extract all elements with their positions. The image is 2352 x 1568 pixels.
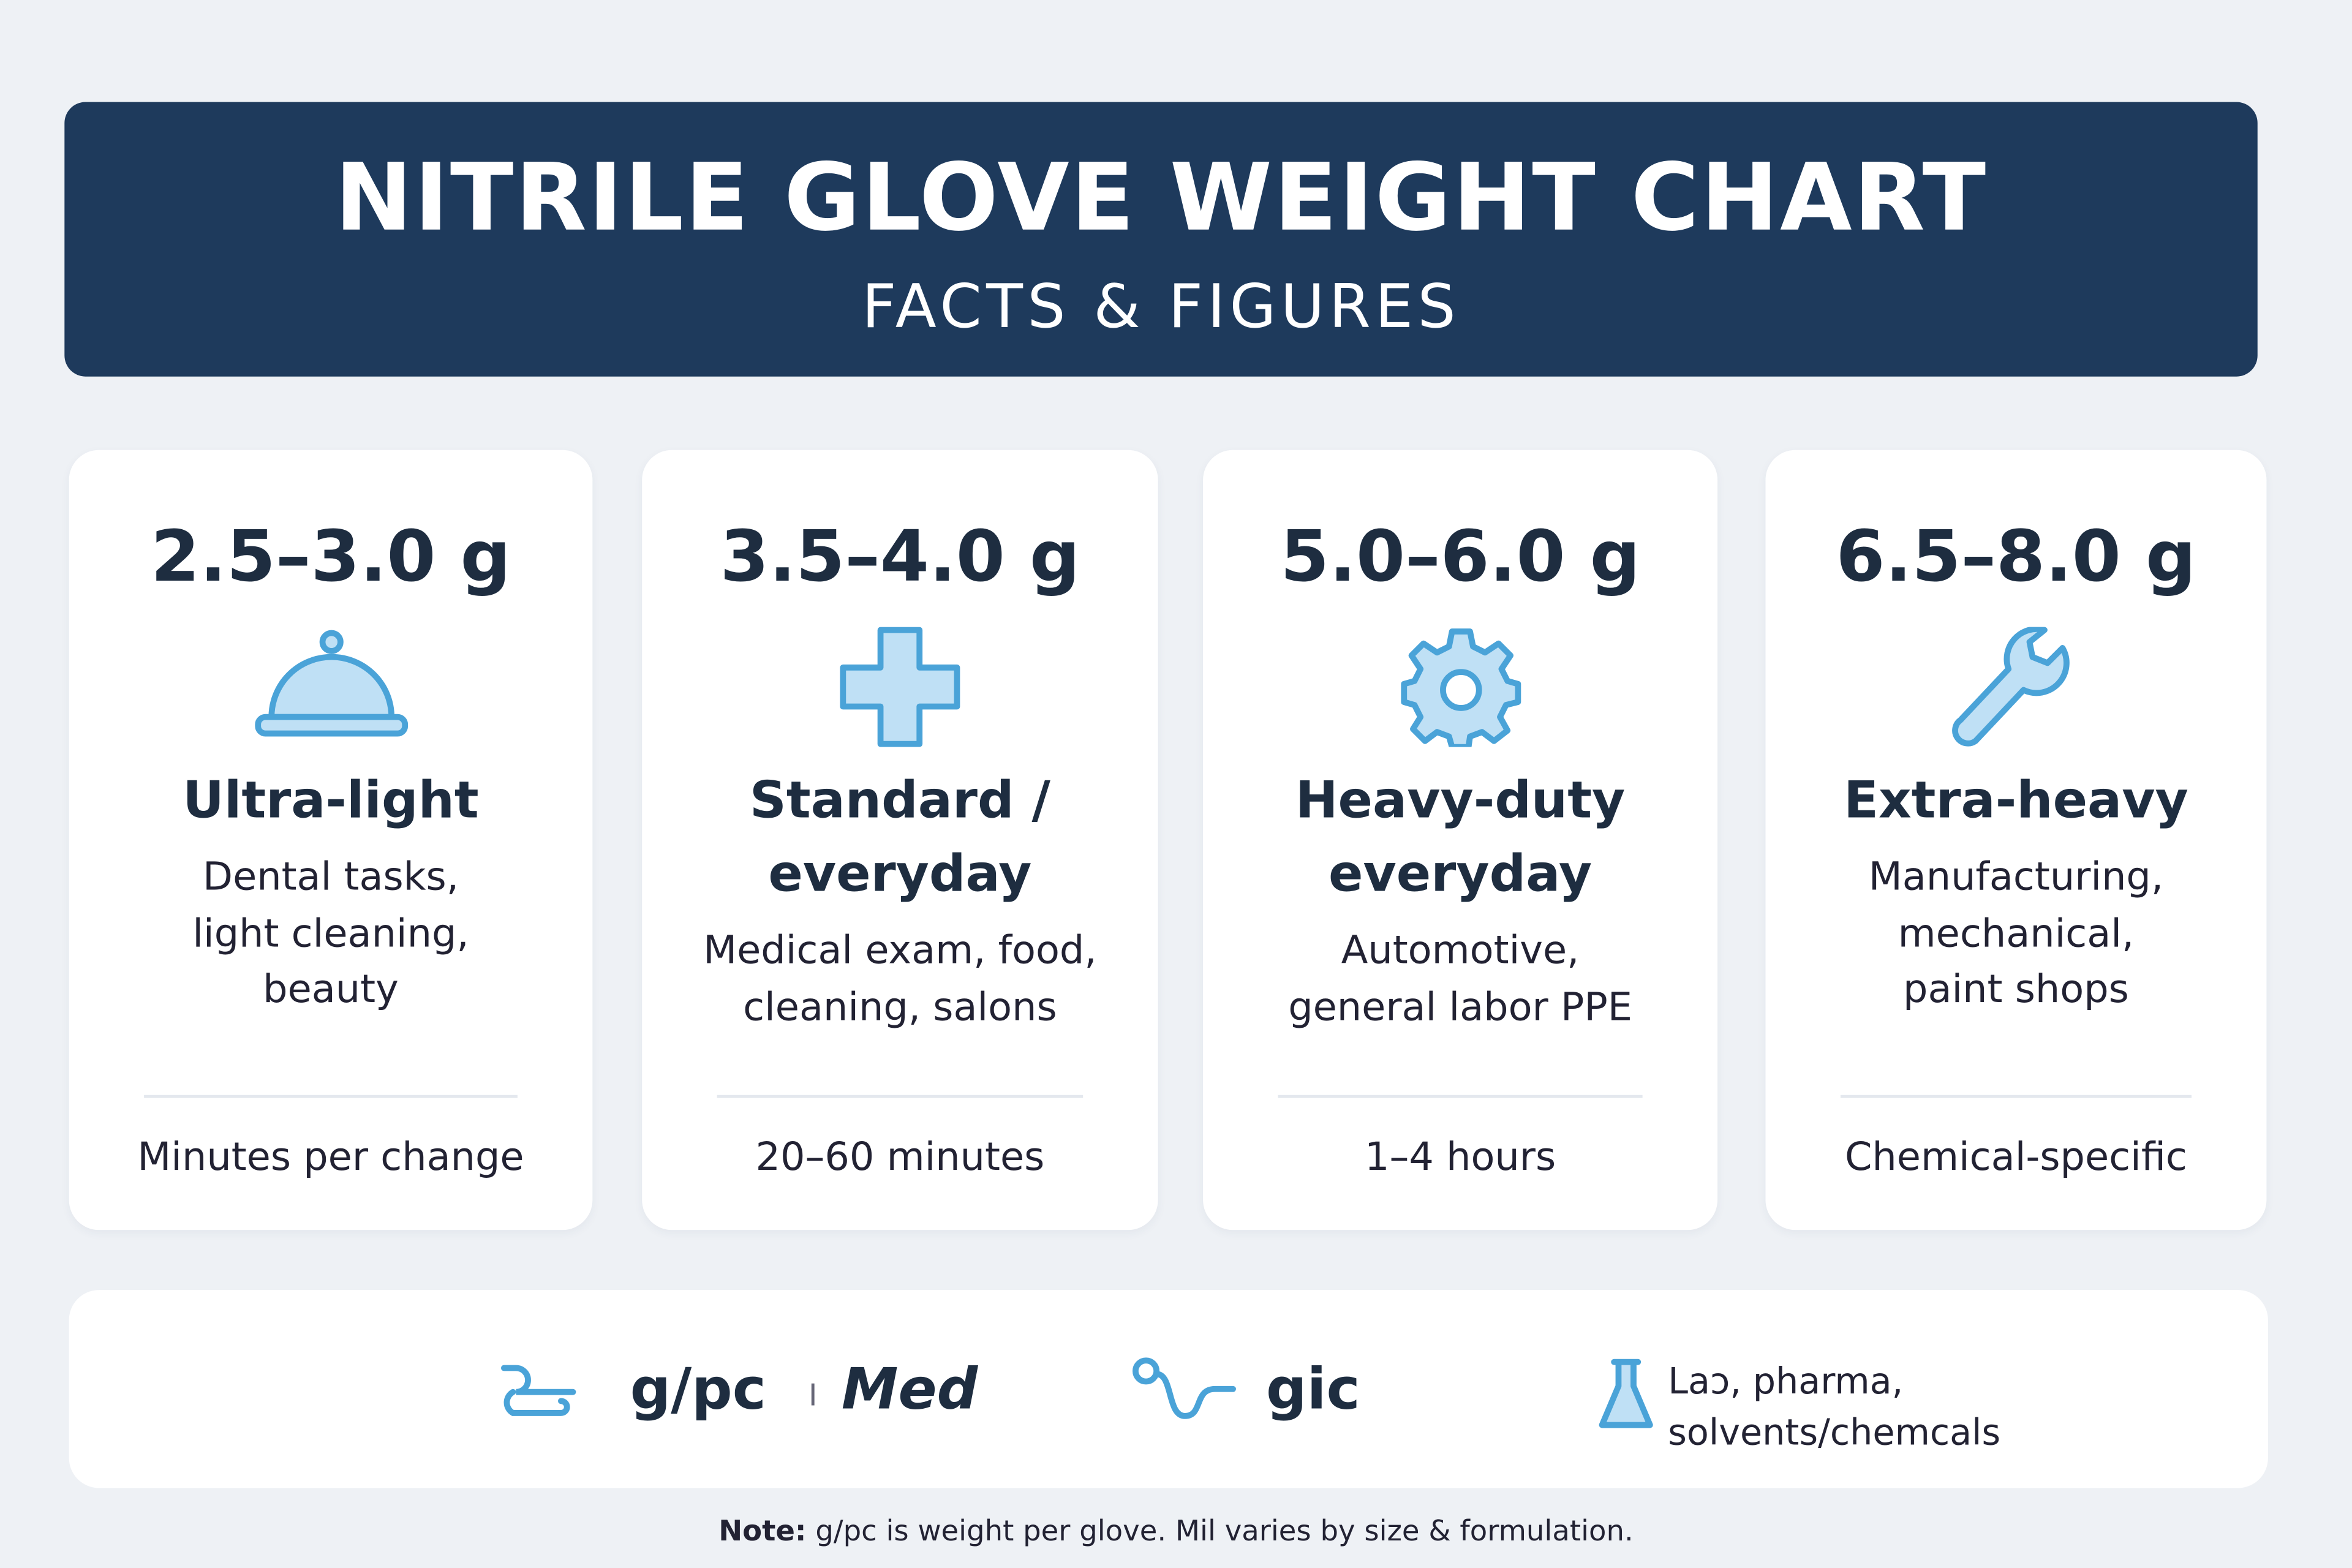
divider [1278,1095,1643,1098]
weight: 6.5–8.0 g [1836,516,2196,599]
note-label: Note: [718,1515,807,1548]
line: Dental tasks, [203,854,459,900]
unit: g/pc [630,1355,766,1422]
line: solvents/chemcals [1668,1411,2001,1454]
header: NITRILE GLOVE WEIGHT CHART FACTS & FIGUR… [64,102,2258,377]
line: Heavy-duty [1295,771,1626,831]
duration: 20–60 minutes [755,1135,1045,1181]
duration: 1–4 hours [1365,1135,1556,1181]
weight: 2.5–3.0 g [151,516,511,599]
name: Heavy-duty everyday [1203,765,1717,912]
line: Standard / [749,771,1050,831]
gear-icon [1400,628,1521,747]
line: general labor PPE [1288,984,1633,1030]
flask-icon [1599,1359,1653,1428]
title: NITRILE GLOVE WEIGHT CHART [334,142,1988,252]
line: Automotive, [1341,928,1580,974]
card: 6.5–8.0 g Extra-heavy Manufacturing, mech… [1765,450,2267,1231]
cloche-icon [254,630,407,737]
duration: Chemical-specific [1844,1135,2187,1181]
line: Medical exam, food, [703,928,1097,974]
line: everyday [1329,844,1593,905]
wave-icon [500,1365,576,1416]
separator: I [809,1377,818,1413]
cross-icon [840,627,960,747]
divider [717,1095,1084,1098]
line: mechanical, [1898,911,2135,957]
uses: Laɔ, pharma, solvents/chemcals [1668,1356,2000,1458]
curve-icon [1132,1357,1236,1419]
line: Laɔ, pharma, [1668,1360,1904,1403]
line: light cleaning, [192,911,469,957]
level: Med [841,1355,978,1422]
name: Standard / everyday [642,765,1158,912]
alt-unit: gic [1265,1355,1360,1422]
name: Ultra-light [183,771,479,831]
name: Extra-heavy [1844,771,2188,831]
description: Dental tasks, light cleaning, beauty [69,851,593,1020]
line: beauty [263,967,399,1013]
line: everyday [768,844,1032,905]
line: paint shops [1903,967,2129,1013]
card: 2.5–3.0 g Ultra-light Dental tasks, light… [69,450,593,1231]
divider [144,1095,518,1098]
duration: Minutes per change [137,1135,524,1181]
description: Medical exam, food, cleaning, salons [642,924,1158,1037]
wrench-icon [1952,627,2070,747]
note-text: g/pc is weight per glove. Mil varies by … [815,1515,1634,1548]
card: 3.5–4.0 g Standard / everyday Medical exa… [642,450,1158,1231]
line: Manufacturing, [1868,854,2164,900]
weight: 3.5–4.0 g [720,516,1080,599]
card: 5.0–6.0 g Heavy-duty everyday Automotive,… [1203,450,1718,1231]
description: Automotive, general labor PPE [1203,924,1717,1037]
weight: 5.0–6.0 g [1280,516,1641,599]
legend: g/pc I Med gic Laɔ, pharma, solvents/chem… [69,1290,2268,1488]
line: cleaning, salons [743,984,1057,1030]
description: Manufacturing, mechanical, paint shops [1765,851,2266,1020]
divider [1840,1095,2192,1098]
note: Note: g/pc is weight per glove. Mil vari… [0,1515,2352,1548]
subtitle: FACTS & FIGURES [862,273,1460,342]
